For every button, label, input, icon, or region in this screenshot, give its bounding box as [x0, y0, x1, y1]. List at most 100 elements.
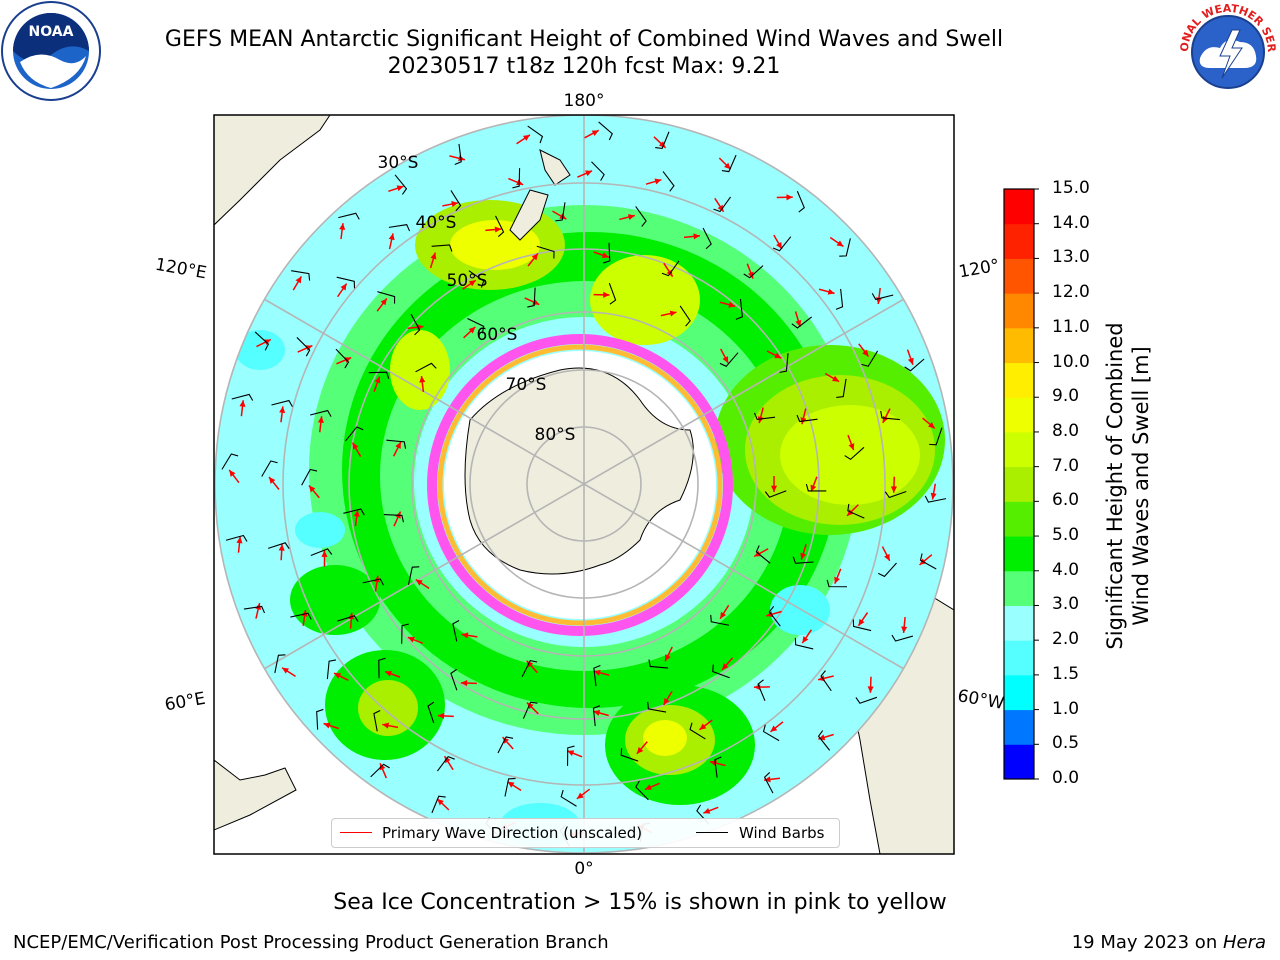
wave-arrow-head: [848, 443, 855, 451]
wave-arrow-head: [321, 550, 328, 557]
wind-barb: [337, 615, 359, 623]
wave-arrow-head: [295, 276, 302, 284]
wind-barb: [373, 710, 381, 732]
wind-barb: [497, 736, 514, 754]
wind-barb: [536, 245, 555, 259]
wave-arrow-head: [460, 679, 468, 687]
wind-barb: [710, 614, 730, 626]
wave-arrow-head: [800, 552, 807, 560]
wave-arrow-head: [836, 240, 844, 247]
wind-barb: [602, 242, 611, 264]
colorbar-tick-label: 12.0: [1052, 282, 1090, 303]
wind-barb: [410, 313, 421, 336]
wind-barb: [326, 659, 337, 680]
wave-arrow-head: [928, 422, 935, 429]
wave-arrow-head: [419, 376, 426, 383]
wind-barb: [884, 490, 907, 499]
wave-arrow-head: [308, 485, 316, 493]
wind-barb: [431, 244, 453, 252]
wave-arrow-head: [576, 792, 584, 799]
wind-barb: [719, 352, 739, 367]
wave-arrow-head: [507, 781, 515, 788]
wave-arrow-head: [721, 663, 729, 670]
wind-barb: [378, 657, 386, 679]
wave-arrow-head: [747, 271, 754, 279]
wave-arrow-head: [827, 288, 835, 295]
wind-barb: [753, 412, 776, 421]
colorbar-segment: [1004, 744, 1034, 780]
wind-barb: [743, 265, 764, 279]
footer-branch: NCEP/EMC/Verification Post Processing Pr…: [13, 932, 609, 953]
wave-arrow-head: [494, 226, 502, 233]
colorbar-segment: [1004, 327, 1034, 364]
wind-barb: [598, 121, 613, 141]
wind-barb: [261, 460, 278, 477]
wind-barb: [427, 701, 435, 724]
wind-barb: [878, 562, 897, 578]
wind-barb: [225, 534, 248, 542]
colorbar-title-line2: Wind Waves and Swell [m]: [1129, 346, 1153, 626]
colorbar-segment: [1004, 362, 1034, 398]
wave-arrow-head: [724, 162, 731, 170]
wave-arrow-head: [901, 626, 908, 633]
wind-barb: [368, 371, 390, 380]
wave-direction-legend-line: [340, 832, 372, 833]
wind-barb: [221, 453, 239, 470]
wind-barb: [702, 227, 712, 250]
wind-barb: [394, 174, 408, 195]
wind-barb: [310, 548, 333, 556]
wind-barb: [254, 331, 270, 351]
wind-barb: [836, 378, 847, 398]
wave-arrow-head: [834, 576, 840, 584]
colorbar-tick-label: 15.0: [1052, 178, 1090, 198]
wind-barb: [839, 238, 851, 257]
wave-arrow-head: [658, 141, 666, 148]
wave-arrow-head: [722, 356, 729, 364]
colorbar-segment: [1004, 466, 1034, 502]
wave-arrow-head: [380, 298, 387, 306]
wave-arrow-head: [591, 130, 599, 136]
wind-barb: [591, 161, 605, 181]
colorbar-tick-label: 1.0: [1052, 698, 1080, 719]
wind-barb: [362, 578, 385, 586]
footer-date-text: 19 May 2023 on: [1071, 932, 1223, 953]
colorbar-title: Significant Height of Combined Wind Wave…: [1102, 322, 1154, 649]
colorbar-segment: [1004, 223, 1034, 259]
wind-barb: [296, 337, 311, 357]
wave-arrow-head: [373, 575, 380, 583]
wind-barb: [880, 410, 900, 421]
colorbar-segment: [1004, 640, 1034, 676]
lat-label-50s: 50°S: [447, 271, 488, 291]
wave-arrow-head: [269, 476, 276, 484]
wind-barb: [231, 393, 254, 401]
lat-label-80s: 80°S: [535, 425, 576, 445]
map-subtitle: 20230517 t18z 120h fcst Max: 9.21: [387, 54, 781, 79]
wind-barb: [512, 168, 521, 189]
footer-date: 19 May 2023 on Hera: [1072, 932, 1266, 953]
wind-barb: [345, 426, 364, 442]
colorbar-tick-label: 11.0: [1052, 316, 1090, 337]
wind-barb: [522, 701, 538, 719]
colorbar-segment: [1004, 189, 1034, 225]
wind-barb: [779, 353, 789, 373]
colorbar-tick-label: 0.5: [1052, 733, 1080, 754]
wave-arrow-head: [858, 618, 865, 626]
wave-arrow-head: [437, 798, 444, 806]
wind-barb: [835, 288, 844, 310]
wave-arrow-head: [340, 283, 347, 291]
wind-barb: [852, 619, 872, 632]
wave-arrow-head: [468, 326, 476, 334]
wind-barb: [468, 270, 485, 288]
wind-barb: [791, 316, 813, 329]
wind-barb: [661, 260, 680, 277]
wind-barb: [762, 724, 780, 742]
wave-arrow-head: [654, 178, 662, 185]
colorbar-tick-label: 6.0: [1052, 490, 1080, 511]
wave-arrow-head: [603, 291, 610, 298]
wave-arrow-head: [693, 233, 700, 240]
colorbar-segment: [1004, 570, 1034, 606]
wave-arrow-head: [526, 702, 534, 710]
colorbar-tick-label: 13.0: [1052, 247, 1090, 268]
wind-barb: [713, 196, 732, 213]
nws-logo: NATIONAL WEATHER SERVICE: [1176, 0, 1278, 102]
